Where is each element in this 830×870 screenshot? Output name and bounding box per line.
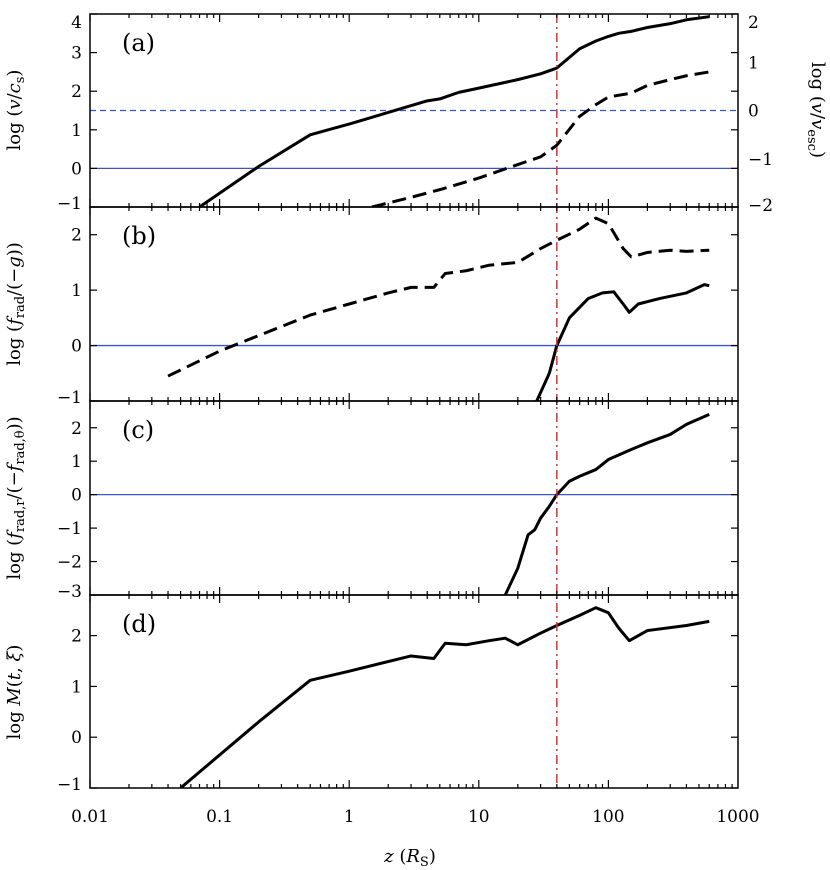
y2-tick-label: 1 xyxy=(748,53,759,73)
panel-tag: (b) xyxy=(122,222,156,250)
y-tick-label: 1 xyxy=(71,281,82,301)
x-tick-label: 10 xyxy=(468,807,490,827)
panel-tag: (d) xyxy=(122,610,156,638)
series-line-v-c-s xyxy=(198,15,710,207)
y-tick-label: 2 xyxy=(71,82,82,102)
y-tick-label: 0 xyxy=(71,337,82,357)
panel-tag: (a) xyxy=(122,29,155,57)
y-tick-label: 0 xyxy=(71,728,82,748)
y-axis-title-d: log M(t, ξ) xyxy=(4,645,25,740)
y2-tick-label: −1 xyxy=(748,150,773,170)
y-tick-label: 0 xyxy=(71,159,82,179)
y-tick-label: 0 xyxy=(71,486,82,506)
panel-tag: (c) xyxy=(122,416,154,444)
panel-frame xyxy=(89,400,739,596)
y-tick-label: 3 xyxy=(71,44,82,64)
y2-axis-title-a: log (v/vesc) xyxy=(804,62,828,158)
y-tick-label: −1 xyxy=(57,775,82,795)
series-line-v-v-esc xyxy=(371,70,710,207)
y-tick-label: −3 xyxy=(57,582,82,602)
y-tick-label: 4 xyxy=(71,13,82,33)
x-tick-label: 100 xyxy=(592,807,624,827)
y2-tick-label: −2 xyxy=(748,196,773,216)
y-tick-label: −1 xyxy=(57,388,82,408)
y-tick-label: −2 xyxy=(57,553,82,573)
y-tick-label: 2 xyxy=(71,627,82,647)
y-axis-title-b: log (frad/(−g)) xyxy=(4,242,28,366)
y-axis-title-c: log (frad,r/(−frad,θ)) xyxy=(4,416,28,579)
x-tick-label: 0.1 xyxy=(206,807,233,827)
x-tick-label: 0.01 xyxy=(71,807,109,827)
x-tick-label: 1000 xyxy=(716,807,759,827)
y-tick-label: 1 xyxy=(71,452,82,472)
series-line-m xyxy=(179,606,710,788)
y-tick-label: −1 xyxy=(57,194,82,214)
y-tick-label: 2 xyxy=(71,419,82,439)
y-tick-label: 1 xyxy=(71,677,82,697)
y2-tick-label: 2 xyxy=(748,13,759,33)
y-axis-title-a: log (v/cs) xyxy=(4,70,28,151)
series-line-dashed xyxy=(167,216,710,378)
panel-frame xyxy=(89,594,739,789)
series-line-solid xyxy=(535,283,710,401)
y2-tick-label: 0 xyxy=(748,102,759,122)
x-tick-label: 1 xyxy=(344,807,355,827)
y-tick-label: 1 xyxy=(71,121,82,141)
y-tick-label: −1 xyxy=(57,519,82,539)
series-line-ratio xyxy=(503,413,710,595)
y-tick-label: 2 xyxy=(71,226,82,246)
x-axis-title: z (RS) xyxy=(383,846,436,870)
